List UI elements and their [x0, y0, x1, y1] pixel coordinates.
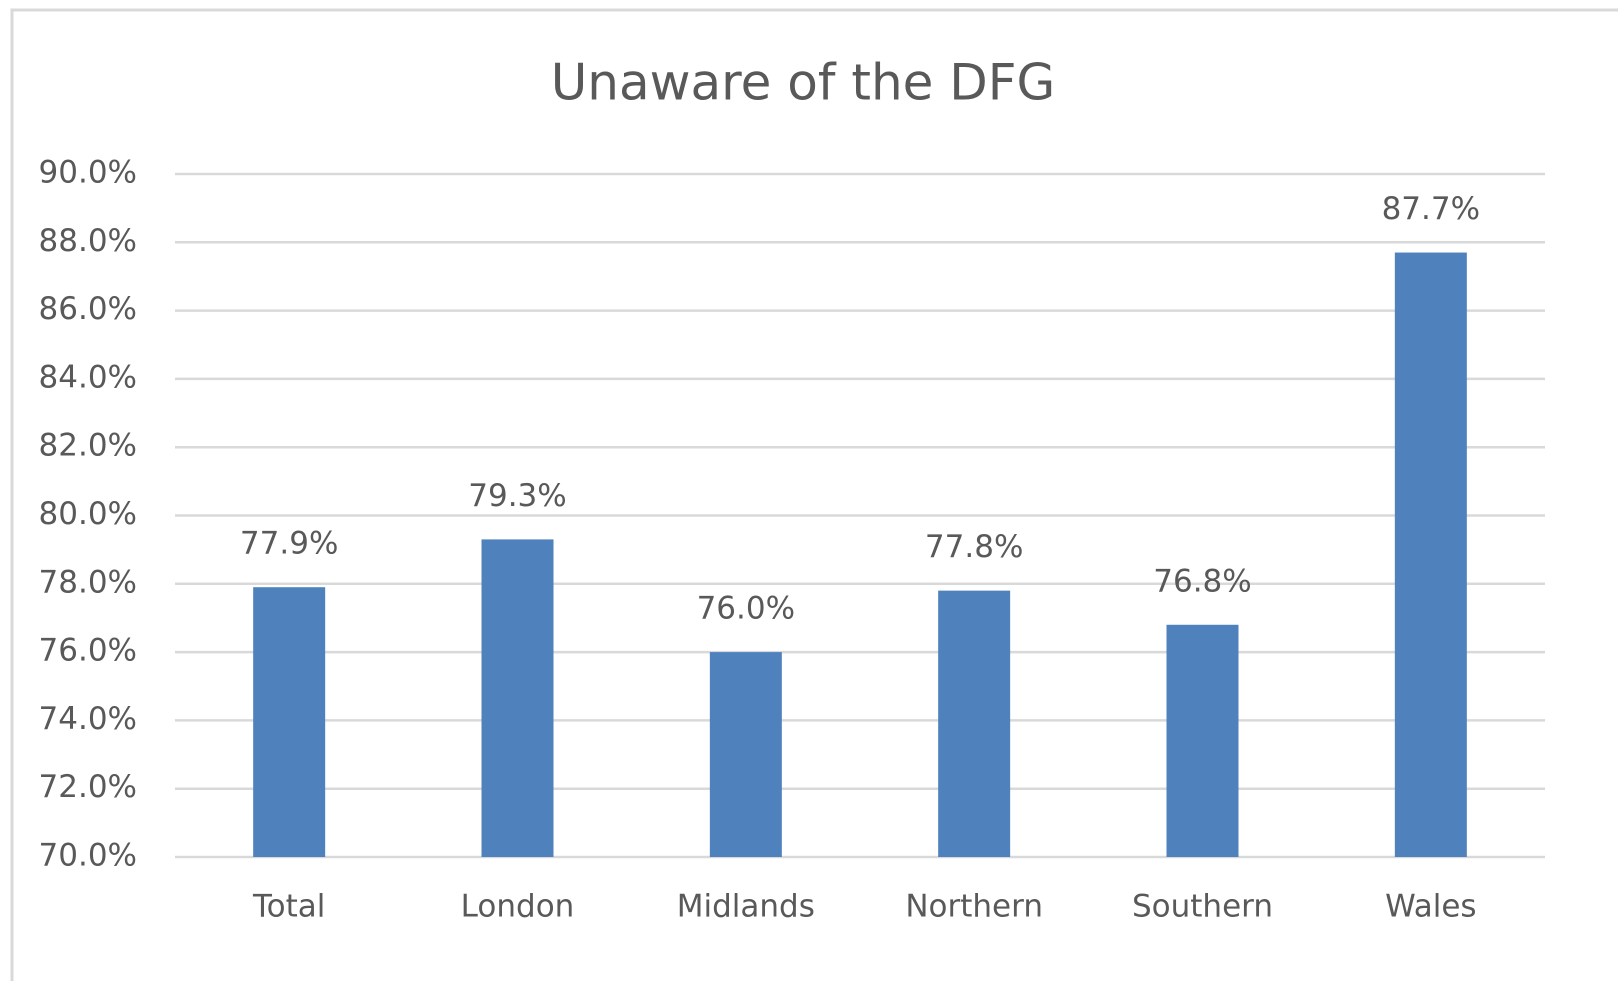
- y-tick-label: 90.0%: [39, 155, 137, 191]
- x-tick-label: Wales: [1385, 889, 1477, 925]
- data-label: 77.9%: [240, 526, 338, 562]
- data-label: 76.0%: [697, 591, 795, 627]
- data-label: 79.3%: [468, 478, 566, 514]
- y-tick-label: 70.0%: [39, 838, 137, 874]
- x-tick-label: Northern: [905, 889, 1043, 925]
- y-tick-label: 76.0%: [39, 633, 137, 669]
- x-tick-label: London: [461, 889, 575, 925]
- y-tick-label: 72.0%: [39, 769, 137, 805]
- bar: [709, 652, 782, 857]
- data-label: 87.7%: [1382, 191, 1480, 227]
- data-label: 76.8%: [1153, 563, 1251, 599]
- x-tick-label: Total: [252, 889, 325, 925]
- bar: [1166, 624, 1239, 857]
- bar: [1394, 252, 1467, 858]
- y-tick-label: 86.0%: [39, 291, 137, 327]
- y-tick-label: 74.0%: [39, 701, 137, 737]
- y-tick-label: 84.0%: [39, 359, 137, 395]
- bar: [938, 590, 1011, 857]
- y-tick-label: 88.0%: [39, 223, 137, 259]
- y-tick-label: 80.0%: [39, 496, 137, 532]
- data-label: 77.8%: [925, 529, 1023, 565]
- bar: [481, 539, 554, 857]
- chart-frame: [10, 8, 1618, 981]
- x-tick-label: Midlands: [677, 889, 815, 925]
- x-tick-label: Southern: [1132, 889, 1273, 925]
- y-tick-label: 78.0%: [39, 564, 137, 600]
- bar: [253, 587, 326, 857]
- chart-title: Unaware of the DFG: [551, 54, 1056, 112]
- y-tick-label: 82.0%: [39, 428, 137, 464]
